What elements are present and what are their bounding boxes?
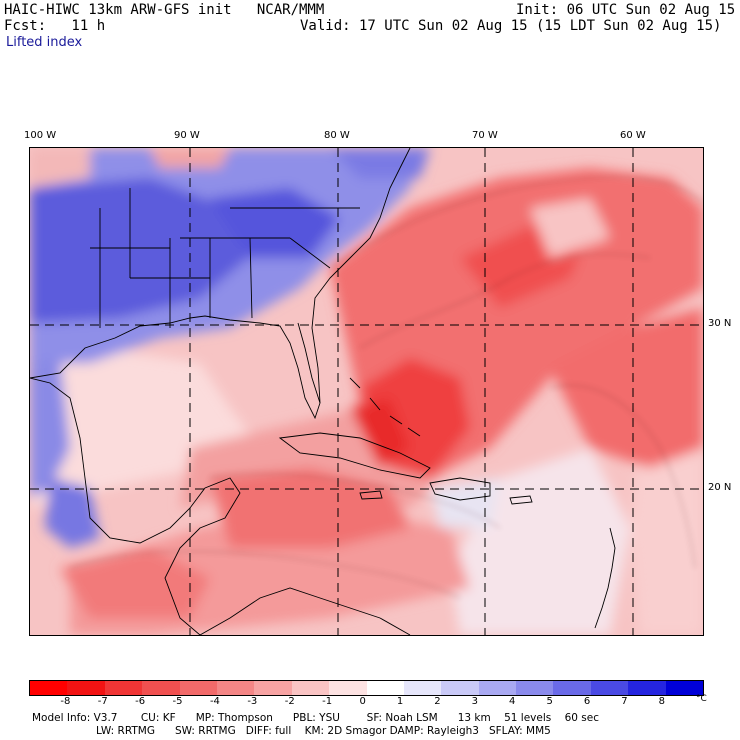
colorbar-swatch	[329, 681, 367, 695]
colorbar-tick-label: 6	[583, 696, 591, 707]
colorbar-swatch	[291, 681, 330, 695]
colorbar-tick-label: 4	[509, 696, 516, 707]
colorbar-swatch	[67, 681, 105, 695]
colorbar-tick-label: 7	[621, 696, 628, 707]
colorbar-swatch	[104, 681, 143, 695]
colorbar-tick-label: 0	[359, 696, 366, 707]
lon-label-100w: 100 W	[24, 130, 57, 141]
colorbar-swatch	[179, 681, 217, 695]
colorbar-tick-label: 5	[546, 696, 553, 707]
colorbar-unit: °C	[696, 694, 707, 704]
colorbar-tick-label: -4	[209, 696, 220, 707]
lon-label-90w: 90 W	[174, 130, 200, 141]
colorbar-swatch	[590, 681, 629, 695]
colorbar-tick-label: 3	[471, 696, 479, 707]
lifted-index-map	[29, 147, 704, 636]
colorbar-tick-label: -8	[60, 696, 71, 707]
colorbar-tick-label: 2	[434, 696, 441, 707]
lat-label-20n: 20 N	[708, 482, 732, 493]
colorbar-swatch	[30, 681, 68, 695]
coastlines	[30, 148, 616, 635]
model-info-line-1: Model Info: V3.7 CU: KF MP: Thompson PBL…	[32, 712, 599, 724]
map-canvas	[30, 148, 703, 635]
colorbar-tick-label: -5	[172, 696, 183, 707]
colorbar-tick-label: 8	[658, 696, 665, 707]
colorbar-swatch	[441, 681, 479, 695]
lon-label-60w: 60 W	[620, 130, 646, 141]
colorbar-swatch	[665, 681, 704, 695]
colorbar-swatch	[553, 681, 591, 695]
valid-time: Valid: 17 UTC Sun 02 Aug 15 (15 LDT Sun …	[300, 18, 722, 34]
field-shading	[30, 148, 703, 635]
init-time: Init: 06 UTC Sun 02 Aug 15	[516, 2, 736, 18]
colorbar-swatch	[478, 681, 517, 695]
colorbar-swatch	[403, 681, 442, 695]
colorbar-tick-label: -1	[322, 696, 333, 707]
colorbar-swatch	[142, 681, 180, 695]
colorbar-tick-label: -6	[135, 696, 146, 707]
colorbar-swatch	[628, 681, 666, 695]
colorbar-tick-label: -2	[284, 696, 295, 707]
lon-label-80w: 80 W	[324, 130, 350, 141]
colorbar-tick-label: 1	[396, 696, 404, 707]
field-name: Lifted index	[6, 35, 83, 50]
lon-label-70w: 70 W	[472, 130, 498, 141]
lat-label-30n: 30 N	[708, 318, 732, 329]
colorbar-swatch	[254, 681, 292, 695]
colorbar-tick-label: -3	[247, 696, 258, 707]
colorbar-swatch	[366, 681, 404, 695]
model-title: HAIC-HIWC 13km ARW-GFS init NCAR/MMM	[4, 2, 325, 18]
colorbar	[29, 680, 704, 696]
colorbar-swatch	[516, 681, 554, 695]
colorbar-tick-label: -7	[97, 696, 108, 707]
graticule	[30, 148, 703, 635]
model-info-line-2: LW: RRTMG SW: RRTMG DIFF: full KM: 2D Sm…	[96, 725, 551, 737]
colorbar-swatch	[216, 681, 255, 695]
forecast-hour: Fcst: 11 h	[4, 18, 106, 34]
